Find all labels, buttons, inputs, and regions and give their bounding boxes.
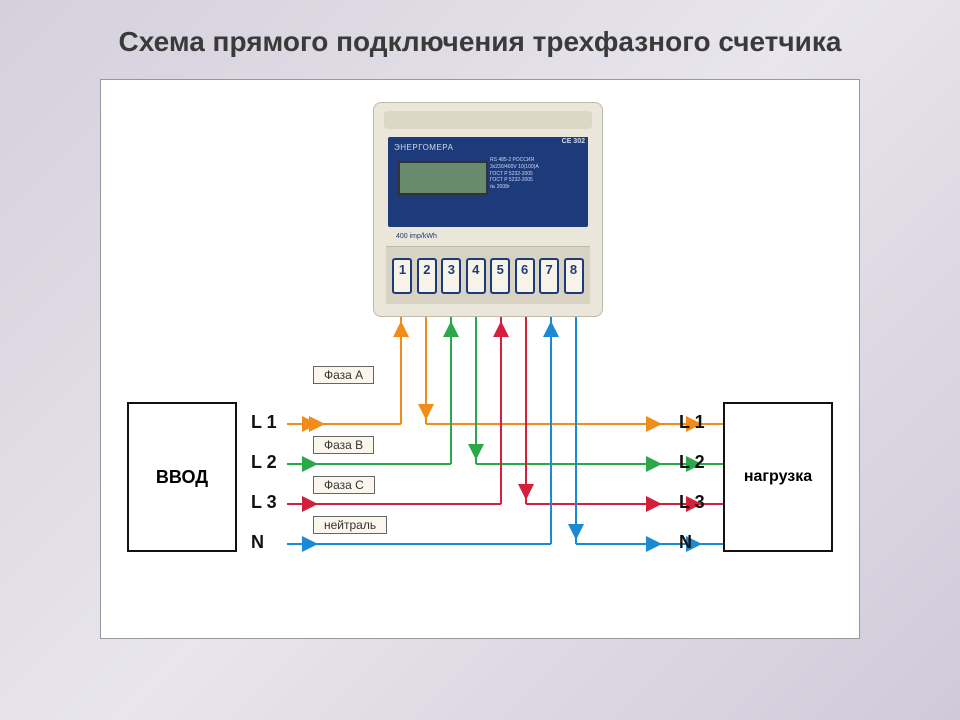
right-label-l2: L 2 [679, 452, 705, 473]
left-label-n: N [251, 532, 264, 553]
wires-svg [113, 92, 847, 626]
right-label-n: N [679, 532, 692, 553]
page-title: Схема прямого подключения трехфазного сч… [0, 0, 960, 71]
right-label-l1: L 1 [679, 412, 705, 433]
phase-b-tag: Фаза В [313, 436, 374, 454]
neutral-tag: нейтраль [313, 516, 387, 534]
phase-a-tag: Фаза А [313, 366, 374, 384]
left-label-l2: L 2 [251, 452, 277, 473]
left-label-l3: L 3 [251, 492, 277, 513]
diagram: ЭНЕРГОМЕРА RS 485-2 РОССИЯ 3x230/400V 10… [113, 92, 847, 626]
phase-c-tag: Фаза С [313, 476, 375, 494]
left-label-l1: L 1 [251, 412, 277, 433]
diagram-frame: ЭНЕРГОМЕРА RS 485-2 РОССИЯ 3x230/400V 10… [100, 79, 860, 639]
right-label-l3: L 3 [679, 492, 705, 513]
